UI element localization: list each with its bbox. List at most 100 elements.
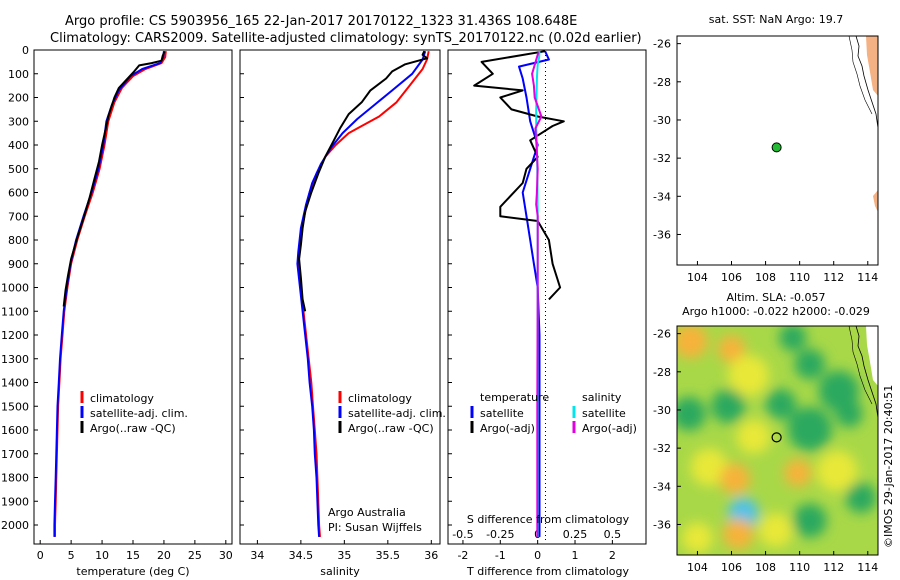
- x-tick-label: 108: [755, 561, 776, 574]
- legend-label-t-satellite: satellite: [480, 407, 524, 420]
- x-tick-label: 0: [534, 549, 541, 562]
- difference-legend: temperature salinity satellite Argo(-adj…: [470, 391, 637, 435]
- x-tick-label: 114: [857, 271, 878, 284]
- temperature-axis-ticks: 0 5 10 15 20 25 30: [37, 540, 233, 562]
- y-tick-label: -28: [653, 366, 671, 379]
- sla-blob: [711, 389, 746, 424]
- coastline: [848, 326, 873, 405]
- sla-blob: [722, 518, 754, 550]
- y-tick-label: 900: [8, 258, 29, 271]
- x-tick-label: 110: [789, 271, 810, 284]
- y-tick-label: 1400: [1, 377, 29, 390]
- salinity-series: [296, 50, 430, 537]
- argo-position-marker: [771, 432, 782, 443]
- sla-blob: [677, 326, 708, 359]
- y-tick-label: 1300: [1, 353, 29, 366]
- x-top-tick-label: -0.5: [452, 528, 473, 541]
- series-line-t-satellite: [518, 50, 550, 537]
- sla-map-title-2: Argo h1000: -0.022 h2000: -0.029: [682, 305, 870, 318]
- x-tick-label: 34: [250, 549, 264, 562]
- y-tick-label: 1600: [1, 424, 29, 437]
- x-tick-label: 25: [188, 549, 202, 562]
- y-tick-label: -26: [653, 38, 671, 51]
- sla-map-frame: [676, 325, 879, 556]
- temperature-series: [53, 50, 167, 537]
- y-tick-label: 700: [8, 210, 29, 223]
- sst-map-frame: [676, 35, 879, 266]
- y-tick-label: 0: [22, 44, 29, 57]
- y-tick-label: 400: [8, 139, 29, 152]
- y-tick-label: -30: [653, 404, 671, 417]
- sla-blob: [736, 419, 771, 454]
- depth-axis-ticks: 0 100 200 300 400 500 600 700 800 900 1000 1100 1200…: [1, 44, 452, 532]
- title-line-1: Argo profile: CS 5903956_165 22-Jan-2017…: [65, 14, 577, 29]
- land-polygon: [866, 326, 878, 386]
- series-line-satellite: [53, 51, 165, 537]
- title-line-2: Climatology: CARS2009. Satellite-adjuste…: [50, 31, 642, 46]
- y-tick-label: 600: [8, 187, 29, 200]
- legend-head-salinity: salinity: [582, 391, 622, 404]
- y-tick-label: -32: [653, 442, 671, 455]
- sla-map-axis-ticks: 104 106 108 110 112 114 -26 -28 -30 -32 -34 -36: [653, 328, 878, 574]
- y-tick-label: -34: [653, 480, 671, 493]
- land-polygon: [873, 190, 878, 212]
- land-polygon: [866, 36, 878, 96]
- sla-map-area: [677, 326, 878, 555]
- x-tick-label: 0: [37, 549, 44, 562]
- legend-label-argo: Argo(..raw -QC): [348, 422, 434, 435]
- series-line-argo: [298, 50, 428, 312]
- salinity-axis-ticks: 34 34.5 35 35.5 36: [250, 540, 438, 562]
- temperature-xlabel: temperature (deg C): [76, 565, 189, 578]
- x-tick-label: 104: [687, 561, 708, 574]
- series-line-argo: [62, 50, 166, 307]
- y-tick-label: 1700: [1, 448, 29, 461]
- x-tick-label: 104: [687, 271, 708, 284]
- y-tick-label: 2000: [1, 519, 29, 532]
- x-top-tick-label: 0.25: [563, 528, 588, 541]
- sla-blob: [794, 348, 826, 380]
- y-tick-label: 800: [8, 234, 29, 247]
- y-tick-label: -36: [653, 228, 671, 241]
- sla-map-title-1: Altim. SLA: -0.057: [726, 291, 825, 304]
- x-tick-label: 15: [126, 549, 140, 562]
- x-tick-label: 1: [572, 549, 579, 562]
- sla-blob: [690, 448, 729, 486]
- x-tick-label: 34.5: [289, 549, 314, 562]
- x-tick-label: 112: [823, 561, 844, 574]
- y-tick-label: 1100: [1, 305, 29, 318]
- salinity-xlabel: salinity: [320, 565, 360, 578]
- sla-blob: [792, 503, 827, 538]
- series-line-climatology: [297, 50, 430, 537]
- legend-label-satellite: satellite-adj. clim.: [348, 407, 446, 420]
- series-line-s-argo: [531, 52, 543, 537]
- sla-blob: [765, 388, 797, 420]
- sla-blob: [787, 406, 833, 452]
- y-tick-label: 1800: [1, 472, 29, 485]
- difference-axis-ticks: -2 -1 0 1 2-0.5 -0.25 0 0.25 0.5: [452, 528, 621, 562]
- series-line-satellite: [296, 50, 427, 537]
- coastline: [855, 36, 878, 129]
- series-line-climatology: [54, 51, 167, 537]
- x-tick-label: 106: [721, 271, 742, 284]
- coastline: [848, 36, 873, 115]
- y-tick-label: 100: [8, 68, 29, 81]
- sla-blob: [758, 513, 793, 548]
- sla-blob: [682, 522, 713, 554]
- sla-blob: [816, 450, 858, 492]
- legend-label-climatology: climatology: [90, 392, 154, 405]
- sst-map-title: sat. SST: NaN Argo: 19.7: [709, 13, 843, 26]
- legend-label-s-argo: Argo(-adj): [582, 422, 637, 435]
- y-tick-label: -28: [653, 76, 671, 89]
- x-tick-label: 112: [823, 271, 844, 284]
- coastline: [855, 326, 878, 419]
- legend-label-satellite: satellite-adj. clim.: [90, 407, 188, 420]
- y-tick-label: 1000: [1, 282, 29, 295]
- y-tick-label: 1200: [1, 329, 29, 342]
- legend-label-argo: Argo(..raw -QC): [90, 422, 176, 435]
- legend-head-temperature: temperature: [480, 391, 549, 404]
- x-tick-label: 2: [609, 549, 616, 562]
- salinity-panel-frame: [239, 49, 441, 545]
- y-tick-label: 1900: [1, 495, 29, 508]
- x-tick-label: 35.5: [376, 549, 401, 562]
